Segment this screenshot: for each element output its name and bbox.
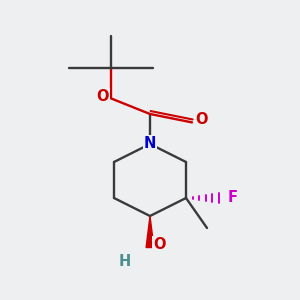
Text: H: H: [118, 254, 130, 268]
Text: N: N: [144, 136, 156, 152]
Text: F: F: [227, 190, 238, 206]
Text: O: O: [153, 237, 165, 252]
Text: O: O: [195, 112, 208, 127]
Text: O: O: [96, 89, 109, 104]
Polygon shape: [146, 216, 154, 248]
